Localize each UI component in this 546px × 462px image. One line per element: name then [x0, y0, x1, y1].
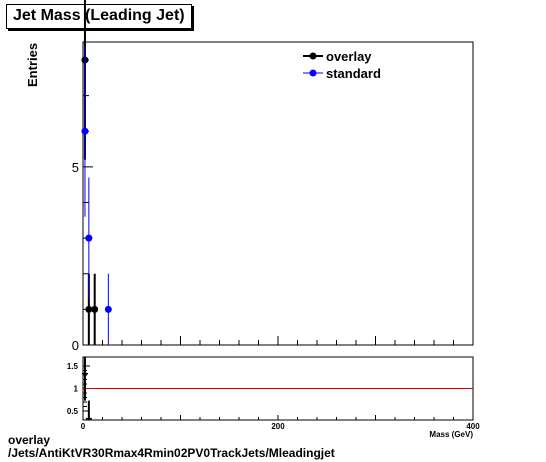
standard-point	[81, 127, 89, 135]
legend-overlay-marker	[309, 52, 317, 60]
main-plot-frame	[82, 41, 474, 346]
ratio-y-tick-label: 1.5	[67, 362, 79, 371]
y-tick-label: 5	[72, 160, 79, 175]
footer-line-1: overlay	[8, 433, 51, 447]
overlay-point	[91, 305, 99, 313]
ratio-x-tick-label: 400	[466, 422, 480, 431]
overlay-point	[85, 305, 93, 313]
ratio-y-tick-label: 1	[74, 385, 79, 394]
x-axis-label: Mass (GeV)	[429, 430, 473, 439]
standard-point	[85, 234, 93, 242]
y-tick-label: 0	[72, 338, 79, 353]
ratio-x-tick-label: 0	[81, 422, 86, 431]
chart-title: Jet Mass (Leading Jet)	[6, 4, 192, 29]
ratio-y-tick-label: 0.5	[67, 407, 79, 416]
legend-overlay-label: overlay	[326, 49, 372, 64]
footer-line-2: /Jets/AntiKtVR30Rmax4Rmin02PV0TrackJets/…	[8, 446, 335, 460]
legend-standard-label: standard	[326, 66, 381, 81]
ratio-x-tick-label: 200	[271, 422, 285, 431]
standard-point	[104, 305, 112, 313]
y-axis-label: Entries	[25, 43, 40, 87]
legend-standard-marker	[309, 69, 317, 77]
